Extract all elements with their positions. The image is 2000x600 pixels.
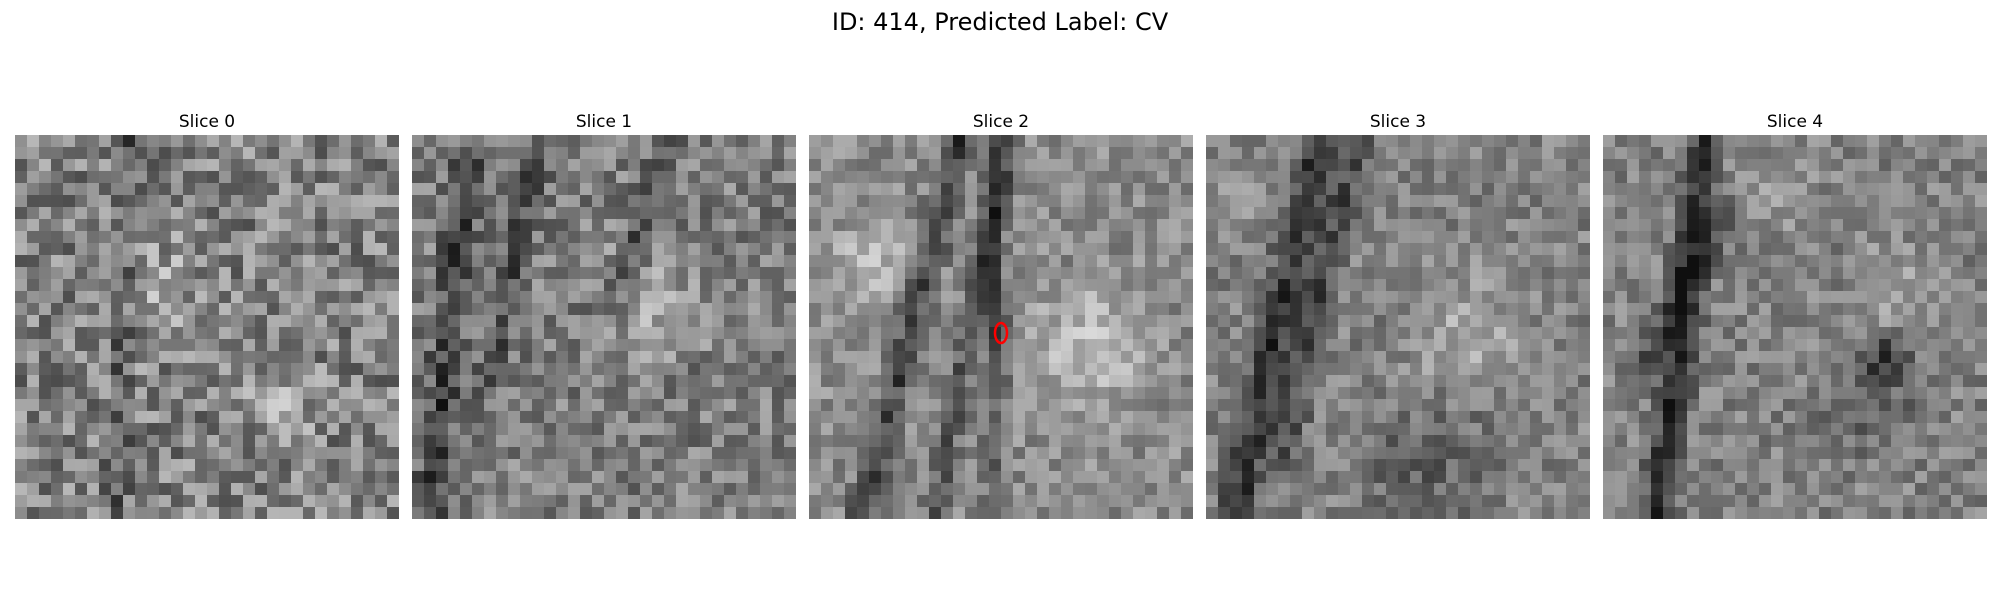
- slice-title: Slice 2: [972, 112, 1030, 132]
- slice-title: Slice 3: [1369, 112, 1427, 132]
- slice-panel-1: Slice 1: [412, 112, 796, 519]
- slice-panel-2: Slice 2: [809, 112, 1193, 519]
- slice-panel-3: Slice 3: [1206, 112, 1590, 519]
- figure-title: ID: 414, Predicted Label: CV: [831, 8, 1169, 36]
- slice-title: Slice 4: [1766, 112, 1824, 132]
- slice-image: [1206, 135, 1590, 519]
- slice-title: Slice 0: [178, 112, 236, 132]
- slice-panel-4: Slice 4: [1603, 112, 1987, 519]
- slice-image: [809, 135, 1193, 519]
- slice-image: [1603, 135, 1987, 519]
- slice-panel-0: Slice 0: [15, 112, 399, 519]
- slice-title: Slice 1: [575, 112, 633, 132]
- slice-image: [15, 135, 399, 519]
- slice-image: [412, 135, 796, 519]
